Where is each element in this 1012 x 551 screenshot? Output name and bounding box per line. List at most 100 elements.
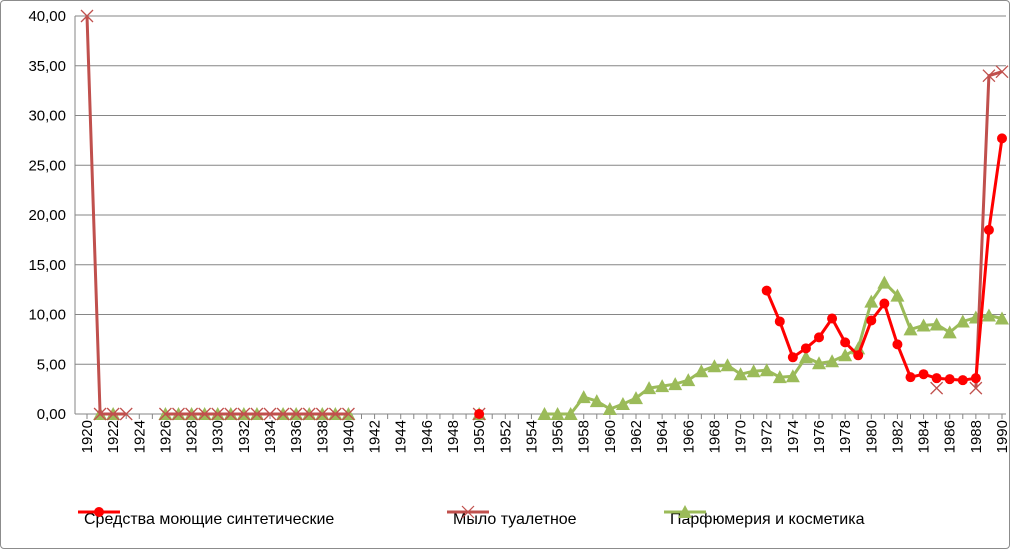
x-tick-label: 1944 (393, 420, 410, 453)
data-point (995, 311, 1009, 325)
y-tick-label: 10,00 (28, 307, 66, 324)
legend-marker-circle (78, 507, 120, 517)
x-tick-label: 1946 (419, 420, 436, 453)
data-point (931, 373, 942, 384)
data-point (341, 407, 355, 421)
data-point (474, 409, 485, 419)
legend: Средства моющие синтетические Мыло туале… (0, 505, 1012, 535)
x-tick-label: 1958 (576, 420, 593, 453)
data-point (80, 9, 94, 23)
x-tick-label: 1964 (654, 420, 671, 453)
data-point (905, 372, 916, 383)
data-point (840, 337, 851, 348)
data-point (798, 350, 813, 364)
x-tick-label: 1974 (785, 420, 802, 453)
data-point (787, 352, 798, 363)
series-line (85, 15, 127, 416)
y-tick-label: 35,00 (28, 58, 66, 75)
x-tick-label: 1978 (837, 420, 854, 453)
data-point (185, 407, 199, 421)
data-point (642, 381, 657, 395)
y-tick-label: 0,00 (37, 406, 66, 423)
data-point (707, 359, 722, 373)
x-tick-label: 1986 (942, 420, 959, 453)
data-point (812, 356, 826, 370)
x-tick-label: 1970 (733, 420, 750, 453)
data-point (916, 318, 931, 332)
data-point (172, 407, 185, 421)
x-tick-label: 1924 (131, 420, 148, 453)
data-point (983, 224, 994, 235)
x-tick-label: 1940 (340, 420, 357, 453)
data-point (772, 370, 787, 384)
data-point (800, 343, 811, 354)
data-point (263, 407, 277, 421)
data-point (982, 69, 996, 83)
x-tick-label: 1960 (602, 420, 619, 453)
data-point (694, 364, 709, 378)
data-point (814, 332, 824, 343)
data-point (930, 381, 944, 395)
data-point (892, 339, 903, 350)
x-tick-label: 1926 (157, 420, 174, 453)
data-point (93, 407, 107, 421)
y-tick-label: 40,00 (28, 8, 66, 25)
data-point (119, 407, 133, 421)
data-point (250, 407, 264, 421)
y-tick-label: 20,00 (28, 207, 66, 224)
data-point (655, 379, 670, 393)
data-point (981, 308, 996, 322)
data-point (576, 390, 591, 404)
x-tick-label: 1984 (916, 420, 933, 453)
data-point (879, 298, 890, 309)
data-point (997, 133, 1007, 144)
data-point (681, 373, 696, 387)
data-point (302, 407, 316, 421)
data-point (589, 394, 604, 408)
data-point (970, 373, 981, 384)
data-point (106, 407, 120, 421)
legend-item-perfumery: Парфюмерия и косметика (664, 505, 864, 535)
x-tick-label: 1988 (968, 420, 985, 453)
data-point (158, 407, 172, 421)
x-tick-label: 1948 (445, 420, 462, 453)
y-tick-label: 30,00 (28, 108, 66, 125)
data-point (774, 316, 785, 327)
data-point (825, 354, 840, 368)
data-point (877, 275, 892, 289)
data-point (838, 348, 853, 362)
data-point (761, 285, 772, 296)
data-point (955, 314, 970, 328)
legend-label: Мыло туалетное (453, 511, 577, 528)
data-point (550, 407, 565, 420)
legend-item-soap: Мыло туалетное (447, 505, 577, 535)
data-point (827, 313, 838, 324)
data-point (785, 369, 800, 383)
data-point (903, 322, 918, 336)
data-point (629, 391, 643, 405)
data-point (942, 325, 957, 339)
data-point (198, 407, 212, 421)
x-tick-label: 1938 (314, 420, 331, 453)
y-tick-label: 5,00 (37, 356, 66, 373)
data-point (224, 407, 238, 421)
x-tick-label: 1968 (706, 420, 723, 453)
x-tick-label: 1928 (184, 420, 201, 453)
y-tick-label: 25,00 (28, 157, 66, 174)
x-tick-label: 1922 (105, 420, 122, 453)
data-point (289, 407, 303, 421)
x-tick-label: 1962 (628, 420, 645, 453)
x-tick-label: 1932 (236, 420, 253, 453)
x-tick-label: 1936 (288, 420, 305, 453)
x-tick-label: 1920 (79, 420, 96, 453)
x-tick-label: 1950 (471, 420, 488, 453)
x-tick-label: 1930 (210, 420, 227, 453)
data-point (315, 407, 329, 421)
x-tick-label: 1972 (759, 420, 776, 453)
x-tick-label: 1952 (497, 420, 514, 453)
legend-label: Парфюмерия и косметика (670, 511, 865, 528)
data-point (995, 65, 1009, 79)
legend-item-detergents: Средства моющие синтетические (78, 505, 334, 535)
legend-label: Средства моющие синтетические (84, 511, 335, 528)
